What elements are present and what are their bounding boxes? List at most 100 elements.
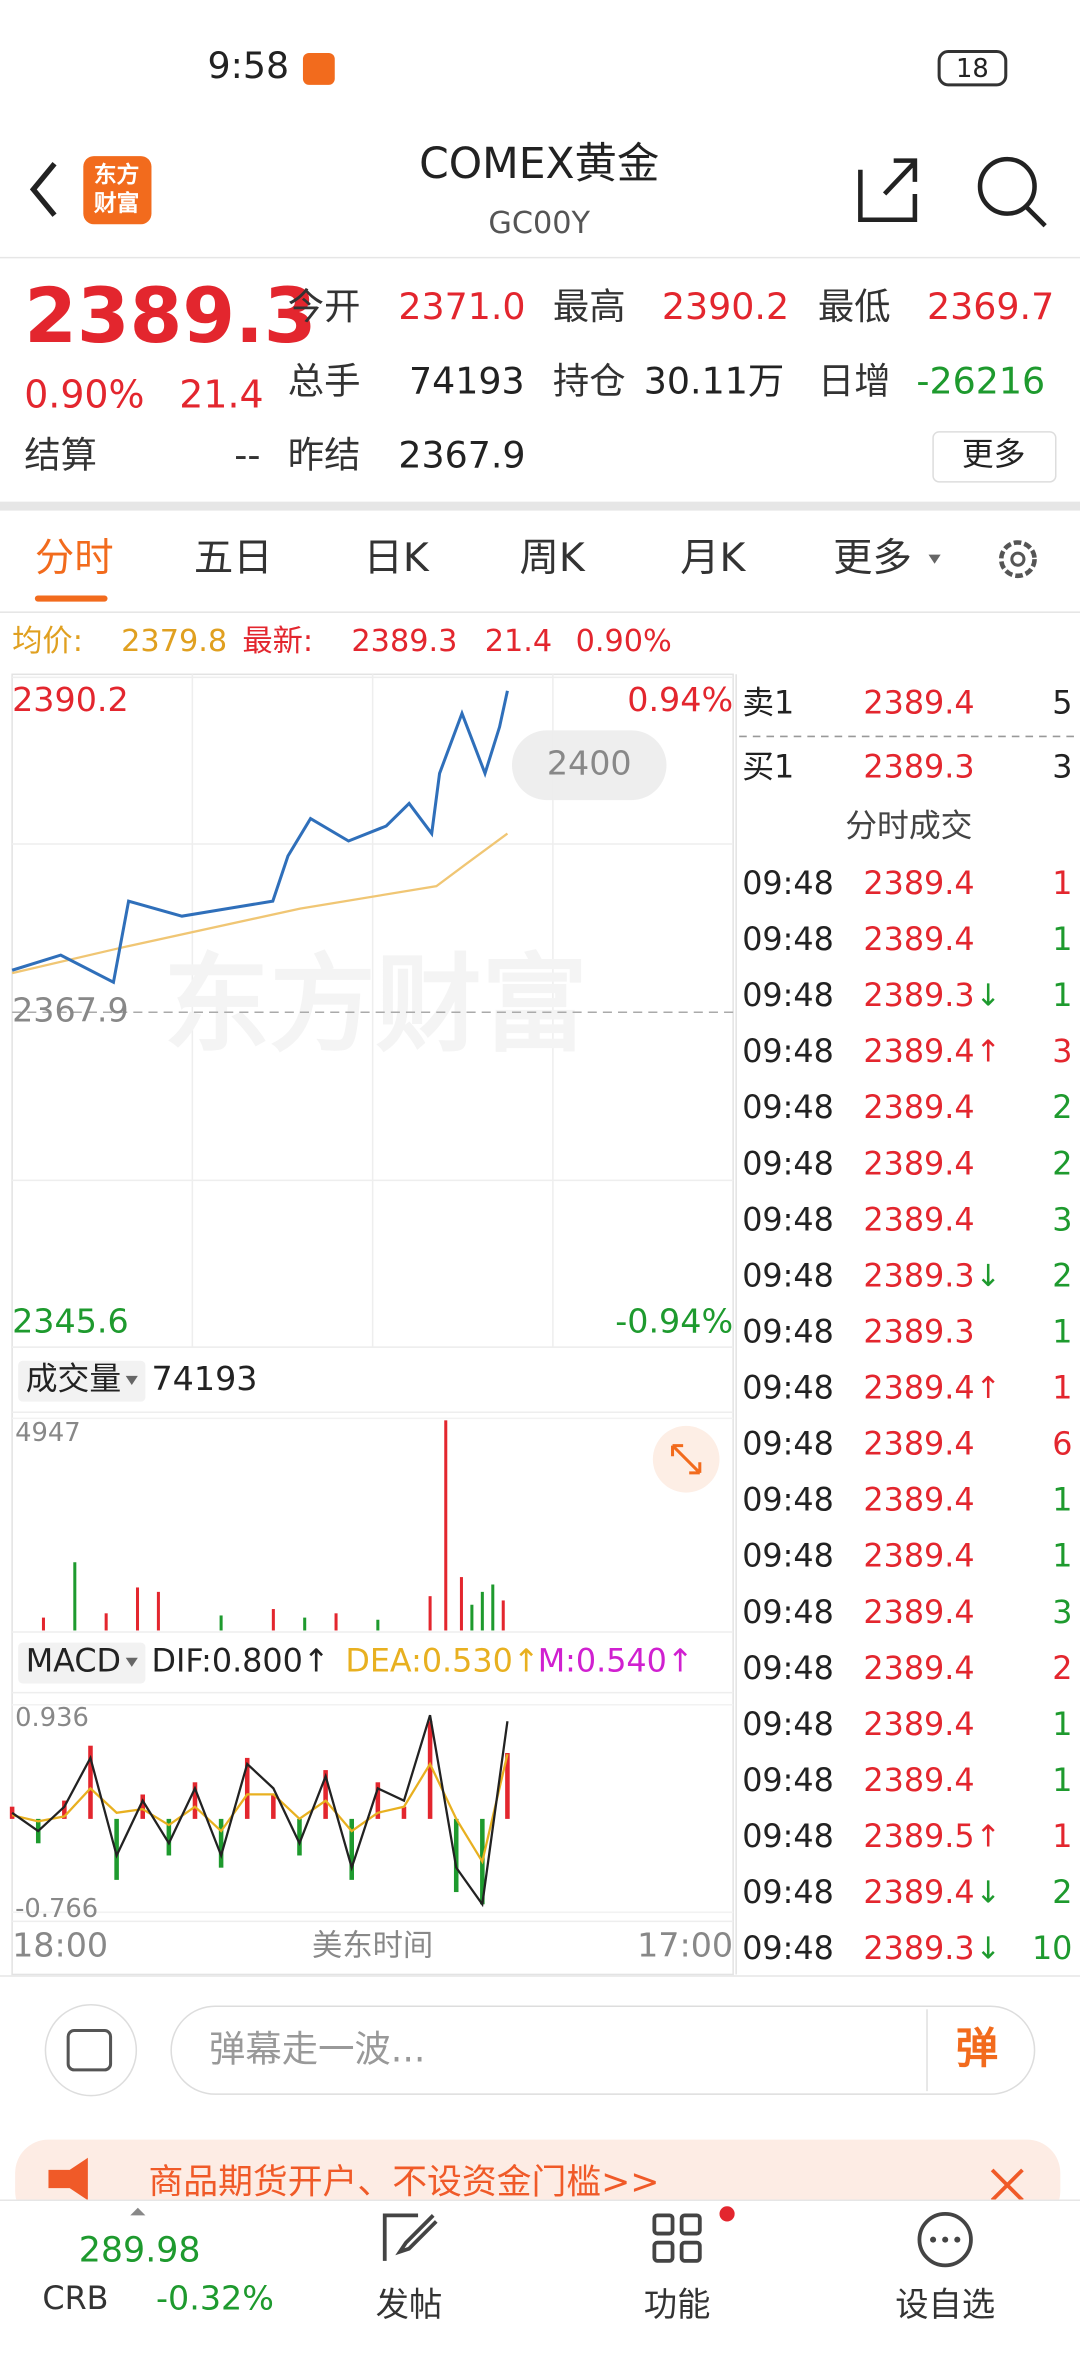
trade-time: 09:48 [742,1481,834,1519]
trade-volume: 1 [1052,920,1072,958]
trade-time: 09:48 [742,1032,834,1070]
book-price: 2389.3 [863,747,974,785]
trade-volume: 1 [1052,1369,1072,1407]
trade-volume: 1 [1052,1705,1072,1743]
y2-tick-label: -0.94% [615,1301,733,1340]
trade-time: 09:48 [742,976,834,1014]
trade-time: 09:48 [742,1369,834,1407]
field-label: 今开 [288,285,361,328]
book-label: 卖1 [742,684,794,722]
tab[interactable]: 更多 [833,535,912,581]
volume-bar [480,1591,484,1631]
change-percent: 0.90% [24,373,144,417]
trade-arrow: ↑ [975,1035,1000,1070]
tab[interactable]: 月K [680,535,746,581]
chart-header-text: 2379.8 [121,624,227,659]
tab[interactable]: 日K [364,535,430,581]
y-tick-label: 4947 [15,1418,81,1448]
macd-bar [505,1753,510,1819]
field-label: 昨结 [288,434,361,477]
index-change: -0.32% [156,2279,274,2318]
macd-bar [453,1818,459,1893]
volume-bar [470,1604,474,1631]
field-value: 74193 [409,359,525,402]
trade-price: 2389.3 [863,976,974,1014]
battery-icon [937,50,1008,87]
page-title: COMEX黄金 [419,140,659,189]
book-price: 2389.4 [863,684,974,722]
trade-price: 2389.3 [863,1256,974,1294]
banner-text[interactable]: 商品期货开户、不设资金门槛>> [148,2163,659,2203]
dropdown-triangle [125,1375,138,1385]
macd-bar [271,1794,276,1819]
back-button[interactable] [29,161,57,217]
price-bubble [511,730,667,801]
trade-volume: 3 [1052,1200,1072,1238]
search-handle [1025,205,1047,228]
settings-button[interactable] [998,540,1037,579]
volume-selector[interactable] [18,1360,146,1402]
comment-placeholder[interactable]: 弹幕走一波... [209,2028,425,2071]
trade-volume: 2 [1052,1256,1072,1294]
trade-price: 2389.4 [863,1032,974,1070]
volume-bar [444,1420,448,1631]
tab[interactable]: 五日 [194,535,273,581]
trade-volume: 1 [1052,1761,1072,1799]
trade-time: 09:48 [742,1649,834,1687]
tab[interactable]: 周K [520,535,586,581]
search-button[interactable] [977,156,1037,216]
field-value: 2367.9 [398,434,525,477]
trade-volume: 2 [1052,1873,1072,1911]
field-value: 30.11万 [644,359,784,402]
field-value: 2369.7 [927,285,1054,328]
post-icon[interactable] [382,2213,438,2261]
watchlist-icon[interactable] [917,2211,973,2268]
share-button[interactable] [858,158,918,222]
x-tick-label: 美东时间 [312,1929,433,1964]
trade-volume: 3 [1052,1032,1072,1070]
indicator-selector[interactable] [18,1642,146,1684]
trade-time: 09:48 [742,1200,834,1238]
volume-bar [41,1617,45,1631]
trade-price: 2389.4 [863,1761,974,1799]
macd-bar [349,1818,354,1880]
functions-icon[interactable] [652,2213,702,2263]
volume-bar [219,1615,223,1631]
volume-label[interactable]: 成交量 [26,1359,121,1397]
volume-bar [73,1562,77,1631]
nav-label[interactable]: 发帖 [376,2285,443,2324]
nav-label[interactable]: 设自选 [895,2285,995,2324]
settings-core [1010,551,1026,567]
trade-arrow: ↓ [975,1932,1000,1967]
indicator-label[interactable]: MACD [26,1641,121,1679]
tab[interactable]: 分时 [35,535,114,581]
banner-close[interactable] [990,2168,1024,2202]
trade-arrow: ↑ [975,1371,1000,1406]
comment-icon [66,2028,113,2072]
status-time: 9:58 [208,44,290,87]
field-label: 日增 [818,359,891,402]
more-button-label[interactable]: 更多 [962,435,1026,473]
trade-volume: 1 [1052,1537,1072,1575]
field-value: 2371.0 [398,285,525,328]
trade-price: 2389.4 [863,1873,974,1911]
price-line [11,690,509,985]
field-label: 结算 [24,434,97,477]
trade-volume: 2 [1052,1649,1072,1687]
comment-input[interactable] [170,2005,1036,2095]
volume-total: 74193 [151,1359,257,1398]
comment-list-button[interactable] [44,2003,138,2097]
macd-bar [62,1800,67,1819]
notify-icon [302,53,335,85]
trade-volume: 6 [1052,1425,1072,1463]
change-amount: 21.4 [179,373,263,417]
trade-arrow: ↓ [975,1876,1000,1911]
nav-label[interactable]: 功能 [644,2285,711,2324]
macd-bar [192,1782,198,1819]
more-button[interactable] [932,431,1057,483]
y-tick-label: 2345.6 [12,1301,129,1340]
danmaku-button[interactable]: 弹 [956,2025,998,2074]
trade-time: 09:48 [742,1761,834,1799]
